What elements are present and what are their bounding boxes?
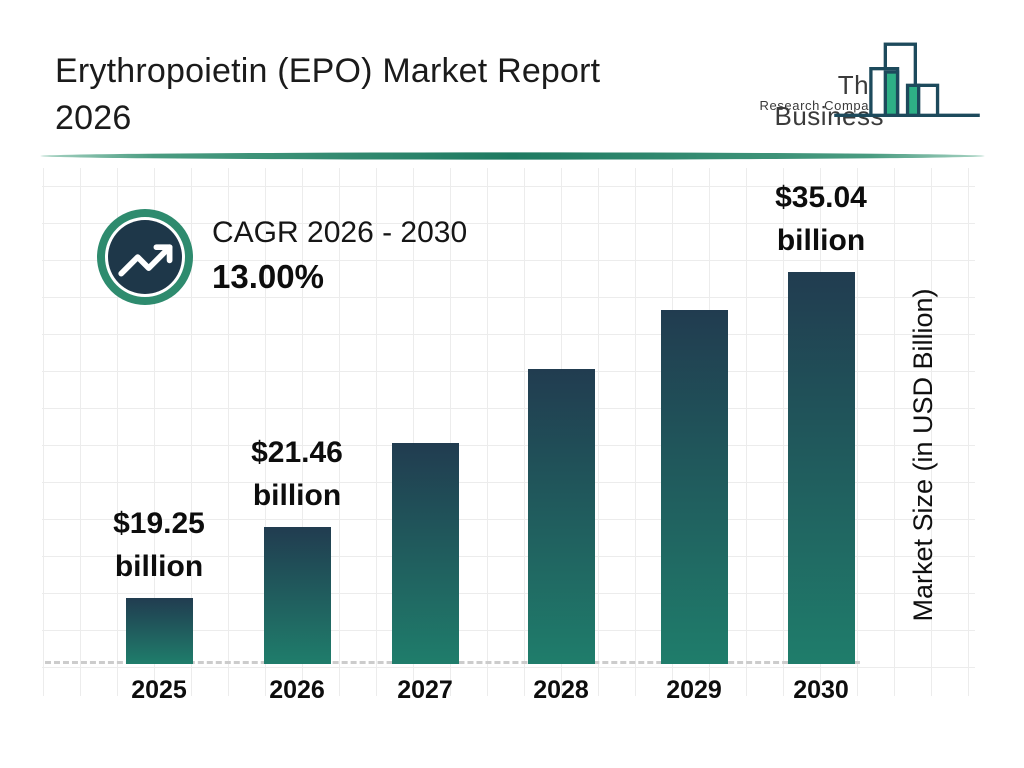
cagr-percent-value: 13.00% xyxy=(212,258,324,295)
bar-2030 xyxy=(787,272,855,664)
x-tick-label-2025: 2025 xyxy=(131,676,187,704)
value-label-2025: $19.25 billion xyxy=(113,502,205,588)
bar-2027 xyxy=(391,443,459,664)
bar-2028 xyxy=(527,369,595,664)
value-label-line: $35.04 xyxy=(775,181,867,214)
cagr-trend-icon xyxy=(97,209,193,305)
page-title: Erythropoietin (EPO) Market Report 2026 xyxy=(55,48,695,142)
divider-line xyxy=(40,152,985,160)
bar-group-2028 xyxy=(486,369,636,664)
x-tick-label-2029: 2029 xyxy=(666,676,722,704)
x-tick-label-2027: 2027 xyxy=(397,676,453,704)
bar-group-2025: $19.25 billion xyxy=(84,502,234,664)
x-tick-label-2028: 2028 xyxy=(533,676,589,704)
bar-group-2030: $35.04 billion xyxy=(746,176,896,664)
value-label-line: billion xyxy=(776,224,866,257)
value-label-2026: $21.46 billion xyxy=(251,431,343,517)
bar-2026 xyxy=(263,527,331,664)
x-tick-label-2030: 2030 xyxy=(793,676,849,704)
value-label-line: $19.25 xyxy=(113,507,205,540)
logo-subname: Research Company xyxy=(759,98,884,113)
page-title-line1: Erythropoietin (EPO) Market Report xyxy=(55,52,601,90)
value-label-line: billion xyxy=(114,550,204,583)
y-axis-title: Market Size (in USD Billion) xyxy=(908,288,938,622)
value-label-line: billion xyxy=(252,479,342,512)
bar-chart-logo-icon xyxy=(834,42,980,118)
cagr-period-label: CAGR 2026 - 2030 xyxy=(212,216,468,249)
bar-group-2029 xyxy=(619,310,769,664)
page-title-line2: 2026 xyxy=(55,99,132,137)
bar-2029 xyxy=(660,310,728,664)
x-tick-label-2026: 2026 xyxy=(269,676,325,704)
company-logo: The Business Research Company xyxy=(720,40,985,131)
bar-group-2026: $21.46 billion xyxy=(222,431,372,664)
bar-group-2027 xyxy=(350,443,500,664)
bar-2025 xyxy=(125,598,193,664)
value-label-2030: $35.04 billion xyxy=(775,176,867,262)
value-label-line: $21.46 xyxy=(251,436,343,469)
